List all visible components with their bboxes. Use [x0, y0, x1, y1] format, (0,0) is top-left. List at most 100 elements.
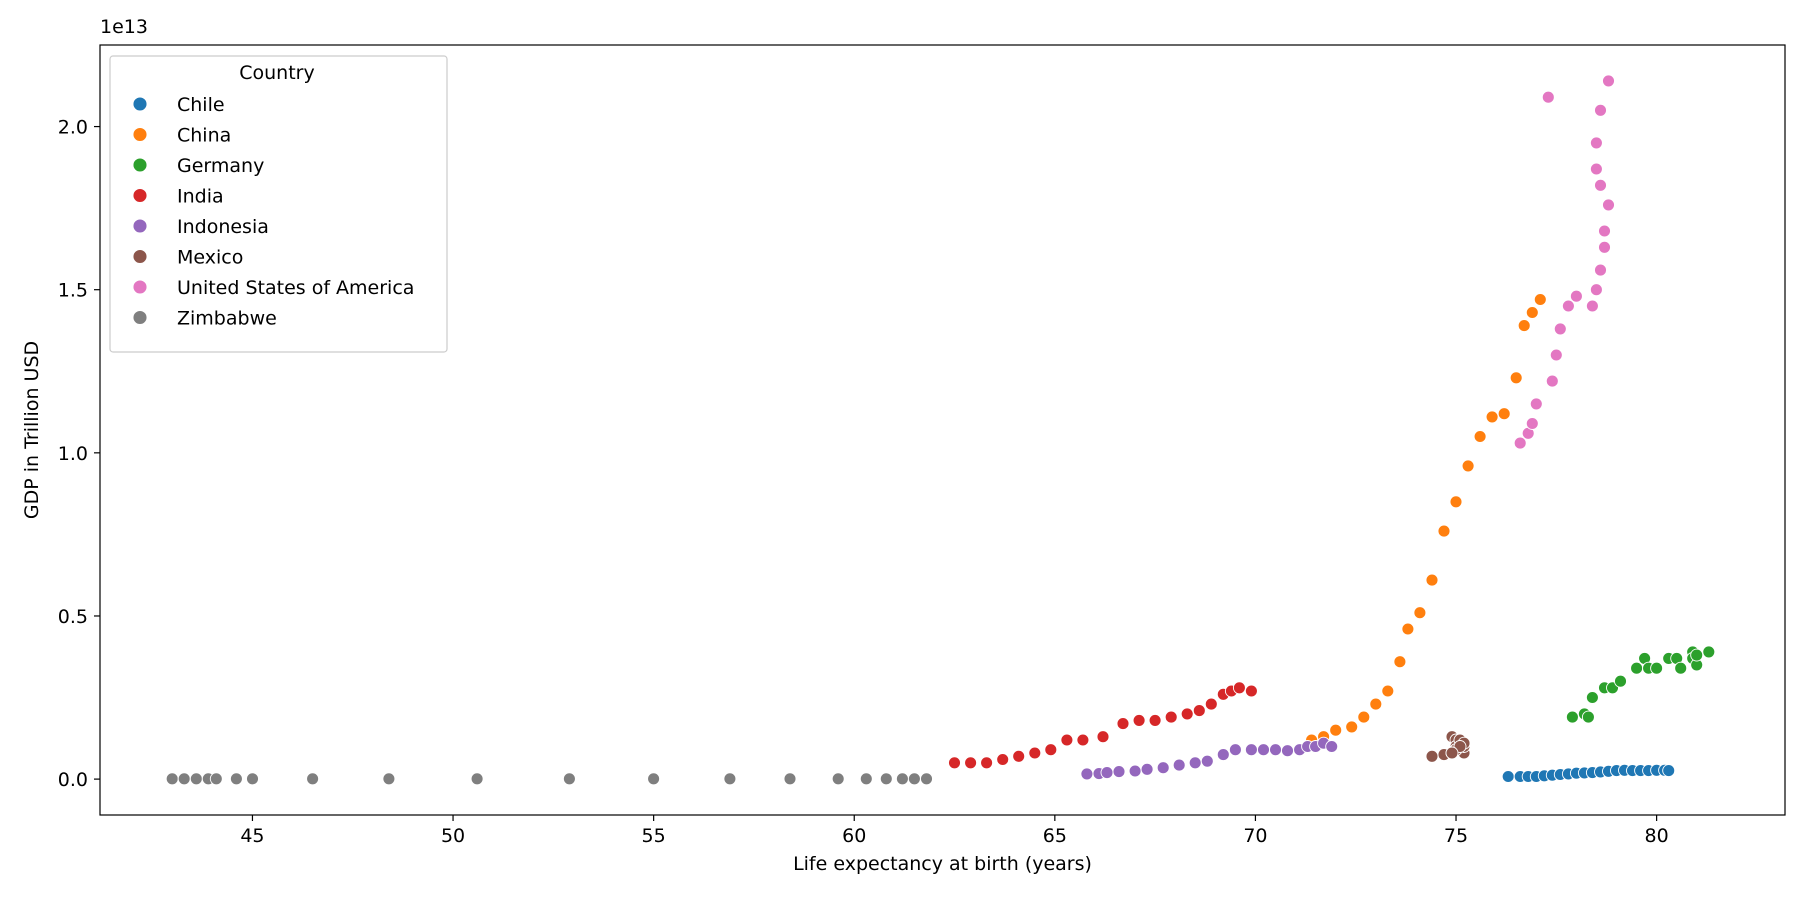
point-indonesia [1188, 756, 1202, 770]
y-tick-label: 1.0 [58, 443, 88, 465]
legend-box [109, 55, 448, 353]
x-axis-ticks: 45 50 55 60 65 70 75 80 [240, 815, 1669, 847]
point-indonesia [1269, 743, 1282, 757]
point-china [1345, 720, 1359, 734]
point-united-states-of-america [1561, 299, 1575, 313]
x-tick-label: 55 [642, 825, 666, 847]
legend-label: United States of America [177, 277, 414, 299]
legend-label: China [177, 125, 231, 147]
point-china [1461, 459, 1475, 473]
point-china [1485, 410, 1499, 424]
point-india [1012, 749, 1026, 763]
legend-marker [132, 157, 148, 173]
point-indonesia [1200, 754, 1214, 768]
point-zimbabwe [209, 772, 223, 786]
point-india [1180, 707, 1194, 721]
legend-label: India [177, 186, 224, 208]
legend-label: Mexico [177, 247, 243, 269]
point-india [1028, 746, 1042, 760]
x-tick-label: 50 [441, 825, 465, 847]
point-germany [1581, 710, 1595, 724]
legend-label: Zimbabwe [177, 308, 277, 330]
point-zimbabwe [783, 772, 797, 786]
point-china [1525, 306, 1539, 319]
point-mexico [1425, 749, 1439, 763]
y-tick-label: 1.5 [58, 280, 88, 302]
point-india [1096, 730, 1110, 744]
x-tick-label: 75 [1444, 825, 1468, 847]
point-united-states-of-america [1545, 374, 1559, 388]
point-india [1164, 710, 1178, 724]
point-india [1244, 684, 1258, 698]
point-zimbabwe [562, 772, 576, 786]
point-germany [1614, 674, 1627, 688]
legend-marker [132, 127, 148, 142]
point-united-states-of-america [1525, 417, 1539, 430]
point-united-states-of-america [1541, 90, 1555, 104]
legend: Country Chile China Germany India Indonesia M… [109, 55, 448, 353]
point-indonesia [1140, 762, 1154, 776]
point-germany [1585, 691, 1599, 704]
point-china [1449, 495, 1463, 509]
point-united-states-of-america [1602, 198, 1615, 212]
point-china [1357, 710, 1371, 724]
point-india [1232, 681, 1246, 695]
point-united-states-of-america [1598, 224, 1611, 238]
point-indonesia [1244, 743, 1258, 757]
y-tick-label: 0.0 [58, 769, 88, 791]
points-layer [165, 74, 1716, 786]
point-united-states-of-america [1569, 289, 1583, 303]
point-china [1381, 684, 1395, 698]
point-india [1148, 713, 1162, 727]
point-indonesia [1100, 766, 1114, 780]
point-china [1497, 407, 1511, 421]
point-indonesia [1281, 744, 1294, 758]
point-india [964, 756, 978, 770]
point-united-states-of-america [1594, 263, 1607, 277]
point-china [1517, 319, 1531, 333]
point-india [1192, 704, 1206, 718]
point-united-states-of-america [1585, 299, 1599, 313]
point-germany [1630, 661, 1644, 675]
point-zimbabwe [907, 772, 921, 786]
point-china [1425, 573, 1439, 587]
y-axis-label: GDP in Trillion USD [21, 341, 43, 519]
x-tick-label: 60 [842, 825, 866, 847]
point-zimbabwe [879, 772, 893, 786]
legend-marker [132, 96, 148, 112]
y-tick-label: 0.5 [58, 606, 88, 628]
point-united-states-of-america [1598, 240, 1611, 254]
point-china [1413, 606, 1427, 620]
point-indonesia [1172, 758, 1186, 772]
point-united-states-of-america [1589, 162, 1603, 176]
point-zimbabwe [229, 772, 243, 786]
x-tick-label: 45 [240, 825, 264, 847]
point-zimbabwe [647, 772, 661, 786]
legend-label: Indonesia [177, 216, 269, 238]
point-germany [1674, 661, 1688, 675]
point-germany [1650, 661, 1664, 675]
point-zimbabwe [306, 772, 320, 786]
legend-marker [132, 188, 148, 203]
point-india [948, 756, 961, 770]
legend-label: Chile [177, 94, 225, 116]
point-zimbabwe [470, 772, 484, 786]
point-zimbabwe [859, 772, 873, 786]
point-china [1393, 655, 1407, 669]
point-zimbabwe [189, 772, 203, 786]
point-china [1329, 723, 1343, 737]
point-zimbabwe [382, 772, 396, 786]
point-zimbabwe [723, 772, 737, 786]
y-axis-ticks: 0.0 0.5 1.0 1.5 2.0 [58, 117, 100, 791]
point-zimbabwe [895, 772, 909, 786]
point-united-states-of-america [1513, 436, 1527, 450]
point-india [1044, 743, 1058, 757]
x-tick-label: 70 [1243, 825, 1267, 847]
point-united-states-of-america [1602, 74, 1615, 88]
y-tick-label: 2.0 [58, 117, 88, 139]
point-india [1076, 733, 1090, 747]
legend-marker [132, 218, 148, 234]
legend-marker [132, 310, 148, 325]
point-india [1132, 713, 1146, 727]
axes-frame [99, 44, 1786, 816]
